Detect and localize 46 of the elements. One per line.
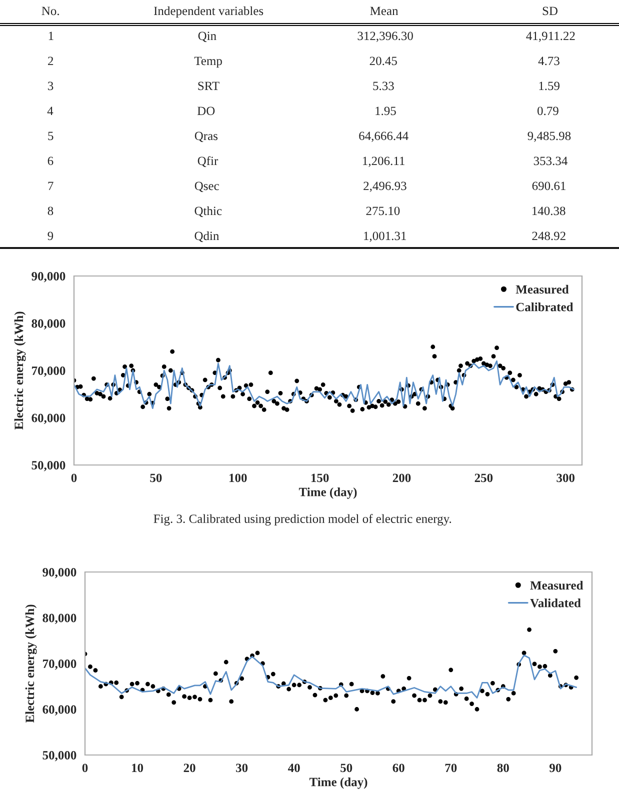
y-tick-label: 80,000 bbox=[32, 319, 66, 330]
y-tick-label: 50,000 bbox=[32, 461, 66, 472]
x-tick-label: 70 bbox=[445, 764, 457, 772]
x-axis-title: Time (day) bbox=[309, 777, 368, 789]
caption: Fig. 3. Calibrated using prediction model of electric energy. bbox=[154, 514, 452, 526]
legend-label: Calibrated bbox=[516, 302, 574, 312]
x-tick-label: 60 bbox=[392, 764, 404, 772]
category-label: No. Independent variables Mean SD bbox=[42, 6, 558, 18]
text: 8 Qthic 275.10 140.38 bbox=[48, 206, 566, 218]
legend-label: Measured bbox=[516, 284, 569, 294]
x-tick-label: 50 bbox=[150, 474, 162, 482]
x-tick-label: 40 bbox=[288, 764, 300, 772]
y-tick-label: 90,000 bbox=[42, 568, 76, 578]
text: 2 Temp 20.45 4.73 bbox=[48, 56, 560, 68]
text: 9 Qdin 1,001.31 248.92 bbox=[48, 231, 566, 242]
legend-label: Measured bbox=[530, 580, 584, 590]
text: 3 SRT 5.33 1.59 bbox=[48, 82, 560, 90]
y-tick-label: 60,000 bbox=[32, 414, 66, 424]
legend-label: Validated bbox=[530, 598, 581, 608]
x-tick-label: 50 bbox=[340, 764, 352, 772]
x-tick-label: 0 bbox=[82, 764, 88, 772]
text: 7 Qsec 2,496.93 690.61 bbox=[48, 182, 566, 192]
x-tick-label: 250 bbox=[474, 474, 493, 482]
x-tick-label: 200 bbox=[392, 474, 411, 482]
y-axis-title: Electric energy (kWh) bbox=[25, 604, 37, 723]
x-axis-title: Time (day) bbox=[298, 487, 357, 499]
x-tick-label: 20 bbox=[184, 764, 196, 772]
text: 1 Qin 312,396.30 41,911.22 bbox=[48, 32, 575, 42]
y-tick-label: 70,000 bbox=[43, 660, 76, 670]
y-tick-label: 70,000 bbox=[32, 366, 66, 377]
x-tick-label: 10 bbox=[132, 764, 144, 772]
y-tick-label: 60,000 bbox=[42, 705, 76, 716]
x-tick-label: 0 bbox=[71, 474, 77, 482]
text: 5 Qras 64,666.44 9,485.98 bbox=[48, 132, 571, 142]
x-tick-label: 150 bbox=[311, 474, 329, 482]
y-tick-label: 80,000 bbox=[42, 614, 76, 624]
y-axis-title: Electric energy (kWh) bbox=[14, 312, 26, 430]
y-tick-label: 90,000 bbox=[32, 272, 66, 282]
text: 6 Qfir 1,206.11 353.34 bbox=[48, 156, 568, 168]
x-tick-label: 80 bbox=[497, 764, 509, 772]
x-tick-label: 300 bbox=[556, 474, 575, 482]
text: 4 DO 1.95 0.79 bbox=[47, 106, 558, 116]
y-tick-label: 50,000 bbox=[42, 751, 76, 762]
x-tick-label: 30 bbox=[236, 764, 248, 772]
x-tick-label: 100 bbox=[230, 474, 247, 482]
x-tick-label: 90 bbox=[550, 764, 562, 772]
